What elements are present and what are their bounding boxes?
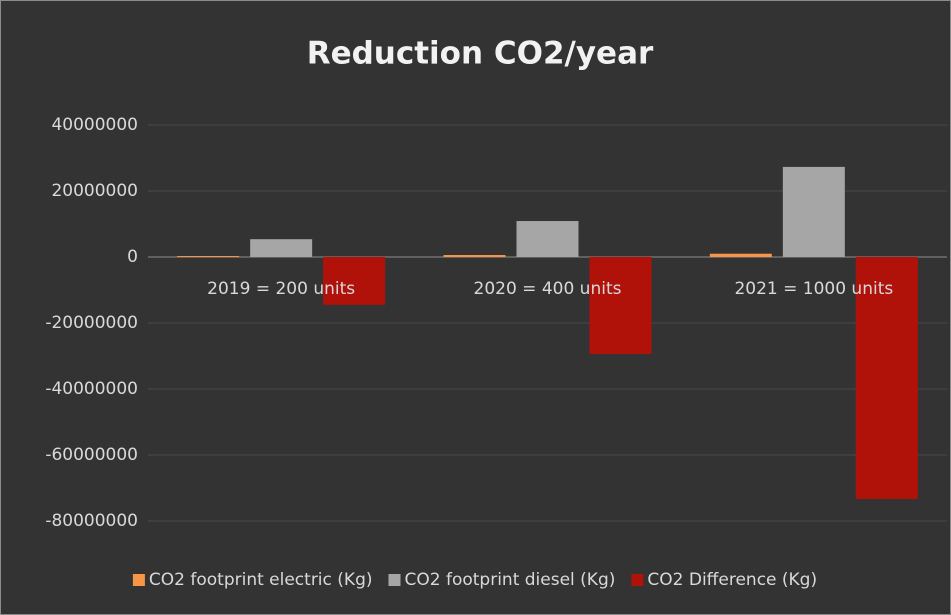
y-tick-label: -60000000 xyxy=(45,445,138,465)
bar xyxy=(516,221,579,257)
x-tick-label: 2021 = 1000 units xyxy=(734,279,893,299)
legend-label: CO2 footprint electric (Kg) xyxy=(149,570,373,590)
bar xyxy=(855,257,918,499)
y-tick-label: 0 xyxy=(127,247,138,267)
bar xyxy=(177,256,240,258)
legend-swatch xyxy=(132,574,145,586)
bar xyxy=(709,253,772,257)
bar xyxy=(250,239,313,257)
bar xyxy=(782,166,845,257)
bar xyxy=(443,255,506,257)
bar xyxy=(589,257,652,355)
y-tick-label: -40000000 xyxy=(45,379,138,399)
y-tick-label: 40000000 xyxy=(51,115,138,135)
legend-swatch xyxy=(388,574,401,586)
legend-label: CO2 Difference (Kg) xyxy=(647,570,817,590)
x-tick-label: 2019 = 200 units xyxy=(207,279,355,299)
legend: CO2 footprint electric (Kg) CO2 footprint… xyxy=(132,570,817,590)
y-tick-label: -80000000 xyxy=(45,511,138,531)
bar xyxy=(323,257,386,305)
bars xyxy=(177,166,918,499)
y-tick-label: 20000000 xyxy=(51,181,138,201)
x-tick-label: 2020 = 400 units xyxy=(474,279,622,299)
legend-swatch xyxy=(631,574,644,586)
labels: -80000000 -60000000 -40000000 -20000000 0 200… xyxy=(45,115,893,531)
y-tick-label: -20000000 xyxy=(45,313,138,333)
legend-label: CO2 footprint diesel (Kg) xyxy=(404,570,615,590)
chart-title: Reduction CO2/year xyxy=(307,36,654,72)
